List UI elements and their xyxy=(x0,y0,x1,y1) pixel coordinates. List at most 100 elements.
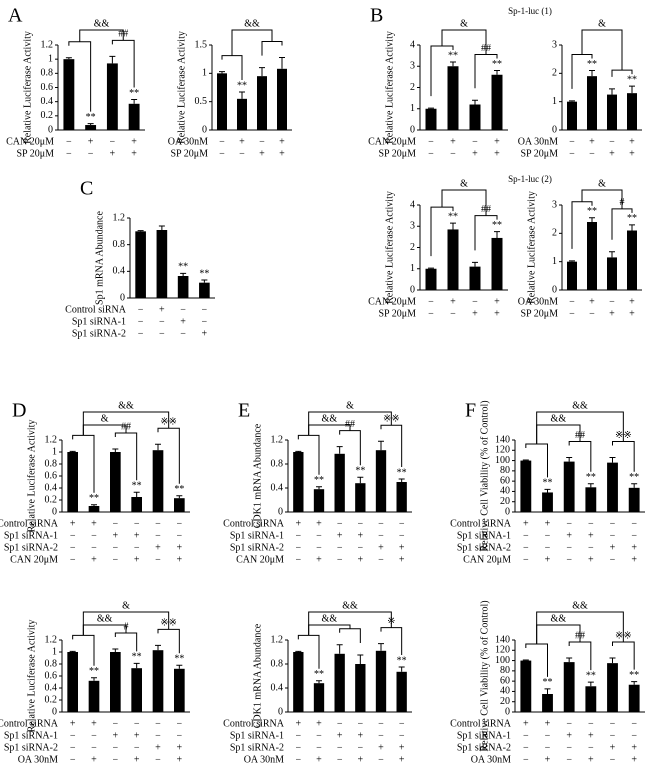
condition-sign: − xyxy=(155,730,161,741)
condition-sign: − xyxy=(378,754,384,765)
y-tick-label: 0 xyxy=(552,284,557,295)
significance-mark: ** xyxy=(448,211,458,222)
condition-sign: − xyxy=(296,542,302,553)
condition-sign: + xyxy=(239,136,245,147)
condition-sign: − xyxy=(566,718,572,729)
y-tick-label: 0.6 xyxy=(41,82,54,93)
condition-sign: − xyxy=(566,554,572,565)
bar xyxy=(627,230,637,290)
condition-sign: + xyxy=(588,530,594,541)
condition-sign: − xyxy=(588,518,594,529)
error-bar xyxy=(109,55,116,64)
condition-sign: − xyxy=(358,742,364,753)
condition-sign: − xyxy=(545,730,551,741)
bracket xyxy=(308,411,392,436)
bracket xyxy=(441,29,487,55)
y-tick-label: 60 xyxy=(500,475,510,486)
condition-sign: − xyxy=(296,742,302,753)
bar xyxy=(156,230,168,298)
condition-sign: − xyxy=(545,530,551,541)
condition-sign: − xyxy=(523,730,529,741)
significance-mark: ** xyxy=(397,655,407,666)
bracket-label: & xyxy=(460,178,468,189)
bar xyxy=(567,101,577,130)
condition-sign: + xyxy=(113,530,119,541)
condition-sign: + xyxy=(399,754,405,765)
significance-mark: ** xyxy=(492,59,502,70)
condition-sign: − xyxy=(138,316,144,327)
y-tick-label: 80 xyxy=(500,665,510,676)
bracket-label: & xyxy=(598,178,606,189)
error-bar xyxy=(631,681,638,685)
bracket xyxy=(261,40,283,56)
error-bar xyxy=(155,644,161,651)
condition-sign: + xyxy=(337,730,343,741)
error-bar xyxy=(472,99,478,105)
condition-sign: − xyxy=(91,542,97,553)
error-bar xyxy=(609,88,615,95)
condition-sign: − xyxy=(88,148,94,159)
condition-sign: − xyxy=(589,148,595,159)
condition-sign: − xyxy=(609,296,615,307)
condition-label: Sp1 siRNA-2 xyxy=(72,328,126,339)
condition-label: Sp1 siRNA-1 xyxy=(4,730,58,741)
condition-sign: − xyxy=(610,754,616,765)
significance-mark: ** xyxy=(129,88,139,99)
bracket-label: && xyxy=(322,413,338,424)
y-axis-label: Relative Cell Viability (% of Control) xyxy=(479,600,490,751)
condition-sign: − xyxy=(566,754,572,765)
condition-sign: + xyxy=(134,730,140,741)
condition-sign: − xyxy=(610,718,616,729)
error-bar xyxy=(566,657,573,663)
bar xyxy=(85,125,97,130)
condition-label: Control siRNA xyxy=(450,718,512,729)
y-tick-label: 0 xyxy=(48,124,53,135)
condition-sign: − xyxy=(378,718,384,729)
condition-sign: + xyxy=(629,136,635,147)
condition-label: SP 20μM xyxy=(520,308,558,319)
condition-sign: + xyxy=(134,754,140,765)
significance-mark: ** xyxy=(586,670,596,681)
condition-sign: + xyxy=(610,742,616,753)
error-bar xyxy=(398,666,405,672)
condition-sign: + xyxy=(70,518,76,529)
error-bar xyxy=(378,440,384,451)
condition-sign: − xyxy=(566,542,572,553)
condition-label: OA 30nM xyxy=(471,754,511,765)
y-tick-label: 1.2 xyxy=(41,39,54,50)
condition-sign: − xyxy=(631,730,637,741)
condition-label: Control siRNA xyxy=(223,718,285,729)
condition-sign: − xyxy=(113,554,119,565)
bar xyxy=(607,663,618,712)
condition-sign: + xyxy=(296,718,302,729)
bracket xyxy=(157,628,180,654)
condition-label: OA 30nM xyxy=(18,754,58,765)
condition-sign: + xyxy=(180,316,186,327)
condition-sign: − xyxy=(66,148,72,159)
condition-sign: + xyxy=(399,542,405,553)
y-tick-label: 2 xyxy=(552,228,557,239)
condition-sign: + xyxy=(177,742,183,753)
significance-mark: ** xyxy=(89,666,99,677)
error-bar xyxy=(357,654,364,664)
y-tick-label: 140 xyxy=(495,634,510,645)
significance-mark: ** xyxy=(448,50,458,61)
condition-sign: + xyxy=(629,296,635,307)
error-bar xyxy=(378,643,384,651)
condition-sign: − xyxy=(472,296,478,307)
condition-sign: + xyxy=(588,730,594,741)
condition-sign: − xyxy=(91,742,97,753)
condition-sign: + xyxy=(378,542,384,553)
condition-sign: − xyxy=(569,296,575,307)
condition-sign: + xyxy=(316,518,322,529)
y-tick-label: 60 xyxy=(500,675,510,686)
condition-sign: + xyxy=(631,554,637,565)
bar xyxy=(607,94,617,130)
error-bar xyxy=(494,231,500,238)
bar xyxy=(88,680,100,712)
bracket xyxy=(308,611,392,636)
bracket-label: && xyxy=(97,613,113,624)
condition-sign: − xyxy=(296,554,302,565)
condition-sign: − xyxy=(428,148,434,159)
